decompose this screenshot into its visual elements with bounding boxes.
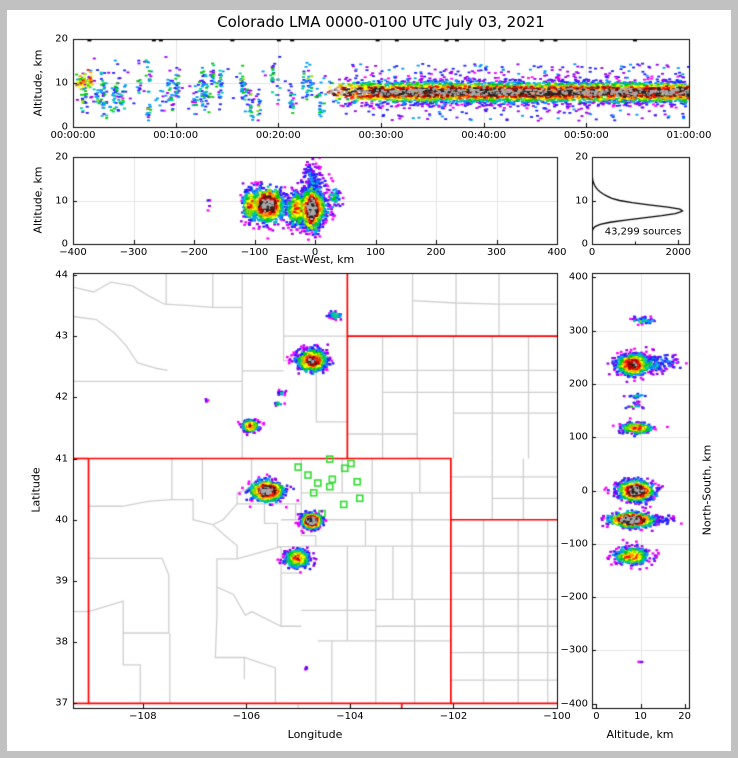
tick-label: −200 [180, 247, 208, 258]
tick-label: 20 [575, 151, 588, 163]
tick-label: −300 [560, 644, 588, 656]
tick-label: −100 [543, 711, 571, 722]
tick-label: −200 [560, 591, 588, 603]
ns-panel-xlabel: Altitude, km [606, 728, 674, 741]
tick-label: 400 [547, 247, 567, 258]
tick-label: 20 [55, 151, 68, 163]
tick-label: 0 [61, 121, 68, 133]
tick-label: 10 [55, 195, 68, 206]
tick-label: 10 [634, 711, 647, 722]
tick-label: −100 [560, 538, 588, 550]
tick-label: 37 [55, 697, 68, 709]
tick-label: 00:50:00 [563, 130, 609, 141]
tick-label: 00:00:00 [50, 130, 96, 141]
tick-label: −400 [59, 247, 87, 258]
tick-label: −100 [240, 247, 269, 258]
ew-panel-xlabel: East-West, km [275, 253, 355, 266]
ew-panel-ylabel: Altitude, km [31, 166, 45, 234]
tick-label: 41 [55, 453, 68, 464]
tick-label: 43 [55, 330, 68, 342]
tick-label: 0 [61, 238, 68, 250]
tick-label: 2000 [665, 247, 691, 258]
map-xlabel: Longitude [287, 728, 343, 741]
tick-label: 100 [365, 247, 386, 258]
map-ylabel: Latitude [29, 467, 43, 513]
tick-label: 44 [55, 269, 68, 281]
tick-label: 00:30:00 [358, 130, 404, 141]
tick-label: 10 [55, 77, 68, 89]
tick-label: 0 [581, 485, 588, 496]
tick-label: 100 [568, 431, 588, 443]
tick-label: 20 [678, 711, 691, 722]
tick-label: 00:40:00 [461, 130, 507, 141]
tick-label: −106 [232, 711, 261, 722]
tick-label: −400 [560, 698, 588, 710]
tick-label: 0 [588, 247, 596, 258]
tick-label: 0 [311, 247, 319, 258]
plot-title: Colorado LMA 0000-0100 UTC July 03, 2021 [217, 13, 545, 31]
tick-label: 200 [426, 247, 446, 258]
tick-label: 0 [581, 238, 588, 250]
tick-label: −300 [119, 247, 148, 258]
tick-label: −104 [336, 711, 364, 722]
tick-label: 39 [55, 575, 68, 587]
tick-label: 38 [55, 636, 68, 648]
tick-label: 300 [486, 247, 507, 258]
tick-label: 20 [55, 33, 68, 45]
tick-label: 300 [568, 325, 588, 337]
tick-label: 0 [593, 711, 600, 722]
tick-label: 00:20:00 [255, 130, 301, 141]
source-count-annotation: 43,299 sources [604, 226, 682, 238]
tick-label: −102 [439, 711, 468, 722]
tick-label: 40 [55, 514, 68, 526]
tick-label: −108 [129, 711, 157, 722]
tick-label: 200 [568, 378, 588, 390]
tick-label: 42 [55, 391, 68, 403]
ns-panel-ylabel: North-South, km [700, 444, 714, 536]
tick-label: 10 [575, 195, 588, 206]
time-panel-ylabel: Altitude, km [31, 49, 45, 117]
tick-label: 400 [568, 271, 588, 283]
tick-label: 00:10:00 [153, 130, 199, 141]
tick-label: 01:00:00 [666, 130, 712, 141]
